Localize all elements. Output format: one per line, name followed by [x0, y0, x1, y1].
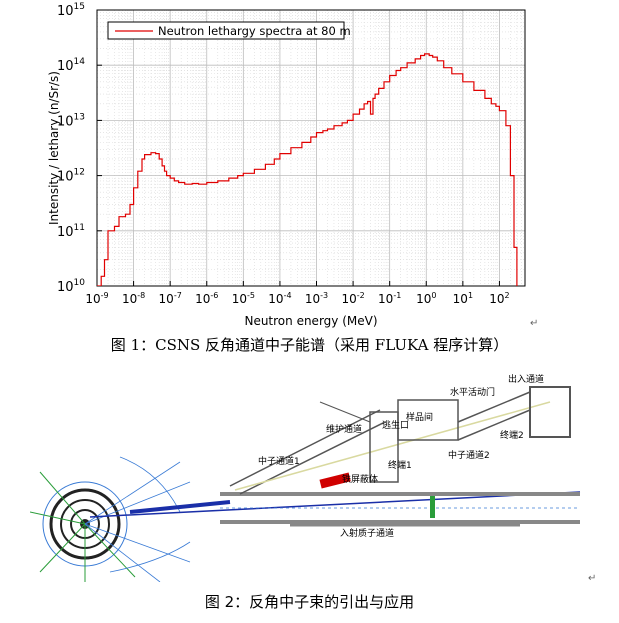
series-line [97, 53, 518, 286]
x-tick-label: 102 [489, 291, 509, 306]
label-outlet: 出入通道 [508, 373, 544, 385]
figure1-caption: 图 1：CSNS 反角通道中子能谱（采用 FLUKA 程序计算） [110, 336, 509, 354]
label-terminal1: 终端1 [388, 459, 412, 471]
paragraph-mark: ↵ [530, 318, 539, 329]
x-tick-label: 10-7 [159, 291, 182, 306]
label-escape: 逃生口 [382, 419, 409, 431]
label-channel1: 中子通道1 [258, 455, 300, 467]
x-tick-label: 10-6 [195, 291, 218, 306]
x-tick-label: 10-4 [268, 291, 291, 306]
y-tick-label: 1013 [57, 112, 85, 129]
label-proton: 入射质子通道 [340, 527, 394, 539]
y-tick-label: 1015 [57, 2, 85, 19]
plot-frame [96, 9, 526, 287]
target-station [30, 456, 191, 582]
green-marker [430, 496, 435, 518]
iron-shield [319, 472, 351, 489]
y-tick-label: 1014 [57, 57, 85, 74]
y-tick-label: 1010 [57, 278, 85, 295]
label-terminal2: 终端2 [500, 429, 524, 441]
y-axis-label: Intensity / lethary (n/Sr/s) [47, 71, 61, 225]
label-horizontal-door: 水平活动门 [450, 386, 495, 398]
label-shield: 铁屏蔽体 [342, 473, 378, 485]
x-tick-label: 10-2 [341, 291, 364, 306]
x-tick-label: 10-1 [378, 291, 401, 306]
tunnel-walls [220, 386, 580, 524]
label-channel2: 中子通道2 [448, 449, 490, 461]
y-tick-label: 1011 [57, 223, 85, 240]
x-axis-label: Neutron energy (MeV) [244, 314, 377, 328]
y-tick-label: 1012 [57, 168, 85, 185]
beamline-diagram: 出入通道 水平活动门 样品间 维护通道 逃生口 终端2 中子通道1 中子通道2 … [30, 373, 581, 582]
neutron-spectrum-chart: 10-9 10-8 10-7 10-6 10-5 10-4 10-3 10-2 10-1 100 1… [47, 2, 526, 328]
legend-box [107, 21, 345, 40]
label-maintenance: 维护通道 [326, 423, 362, 435]
x-tick-label: 10-3 [305, 291, 328, 306]
figure2-caption: 图 2：反角中子束的引出与应用 [204, 593, 415, 611]
x-tick-label: 101 [453, 291, 473, 306]
legend-label: Neutron lethargy spectra at 80 m [158, 24, 351, 38]
x-tick-label: 10-8 [122, 291, 145, 306]
x-tick-label: 100 [416, 291, 436, 306]
paragraph-mark: ↵ [588, 573, 597, 584]
x-tick-label: 10-5 [232, 291, 255, 306]
beam-line [89, 491, 581, 518]
x-tick-label: 10-9 [85, 291, 108, 306]
label-sample-room: 样品间 [406, 411, 433, 423]
